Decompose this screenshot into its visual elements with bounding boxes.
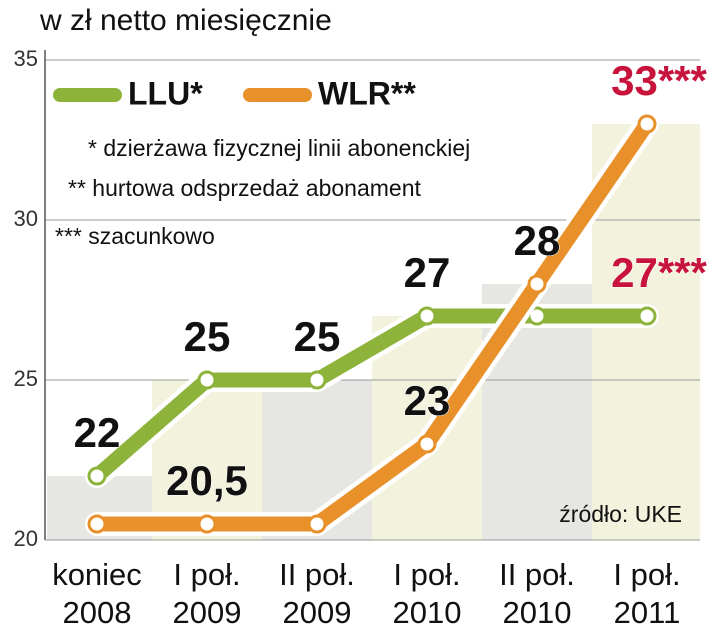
- point: [197, 370, 217, 390]
- x-tick-label: I poł. 2011: [613, 557, 681, 630]
- data-label: 25: [294, 313, 341, 360]
- x-tick-label: II poł. 2009: [279, 557, 355, 630]
- data-label: 27: [404, 249, 451, 296]
- data-label: 33***: [611, 57, 707, 104]
- data-label: 27***: [611, 249, 707, 296]
- annotation: *** szacunkowo: [55, 223, 215, 249]
- point: [637, 114, 657, 134]
- annotation: * dzierżawa fizycznej linii abonenckiej: [88, 135, 470, 161]
- x-tick-label: II poł. 2010: [499, 557, 575, 630]
- line: [89, 308, 655, 484]
- y-tick-label: 30: [14, 206, 38, 231]
- legend-label: LLU*: [128, 75, 203, 111]
- data-label: 25: [184, 313, 231, 360]
- data-label: 20,5: [166, 457, 248, 504]
- y-tick-label: 25: [14, 366, 38, 391]
- point: [197, 514, 217, 534]
- data-label: 28: [514, 217, 561, 264]
- y-tick-label: 20: [14, 526, 38, 551]
- point: [527, 274, 547, 294]
- x-tick-label: koniec 2008: [52, 557, 142, 630]
- legend-label: WLR**: [318, 75, 416, 111]
- point: [637, 306, 657, 326]
- line: [89, 116, 655, 532]
- y-tick-label: 35: [14, 46, 38, 71]
- data-label: 22: [74, 409, 121, 456]
- data-label: 23: [404, 377, 451, 424]
- source: źródło: UKE: [559, 501, 682, 527]
- point: [307, 370, 327, 390]
- annotation: ** hurtowa odsprzedaż abonament: [68, 175, 422, 201]
- point: [417, 434, 437, 454]
- x-tick-label: I poł. 2009: [172, 557, 242, 630]
- point: [87, 514, 107, 534]
- point: [87, 466, 107, 486]
- point: [307, 514, 327, 534]
- point: [417, 306, 437, 326]
- chart-title: w zł netto miesięcznie: [39, 4, 332, 37]
- x-tick-label: I poł. 2010: [392, 557, 462, 630]
